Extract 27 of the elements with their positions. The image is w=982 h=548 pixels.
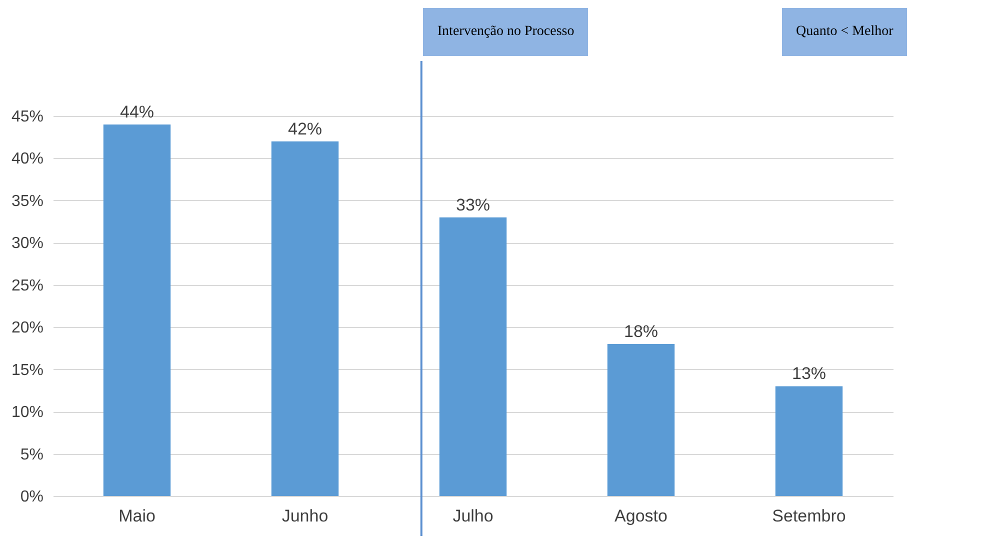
y-tick-label: 15%	[11, 362, 44, 379]
data-label: 42%	[288, 119, 322, 138]
data-label: 13%	[792, 364, 826, 384]
bar	[775, 386, 843, 496]
x-tick-label: Agosto	[614, 506, 668, 526]
y-tick-label: 30%	[11, 235, 44, 252]
x-tick-label: Maio	[118, 506, 156, 526]
y-tick-label: 5%	[20, 446, 44, 464]
y-tick-label: 45%	[11, 108, 44, 126]
data-label: 33%	[456, 195, 490, 214]
y-tick-label: 10%	[11, 404, 44, 422]
ref-line-label: Intervenção no Processo	[423, 8, 588, 56]
data-label: 18%	[624, 322, 658, 341]
y-tick-label: 35%	[11, 192, 44, 210]
y-tick-label: 40%	[11, 150, 44, 168]
x-tick-label: Setembro	[772, 506, 846, 526]
y-tick-label: 0%	[20, 488, 44, 506]
x-tick-label: Junho	[282, 506, 328, 526]
bar	[607, 344, 675, 496]
y-tick-label: 25%	[11, 277, 44, 294]
y-tick-label: 20%	[11, 320, 44, 337]
bar	[439, 217, 507, 496]
data-label: 44%	[120, 102, 154, 122]
x-tick-label: Julho	[452, 506, 494, 526]
bar	[103, 124, 171, 496]
text: Quanto < Melhor	[782, 8, 908, 56]
bar	[271, 141, 339, 496]
